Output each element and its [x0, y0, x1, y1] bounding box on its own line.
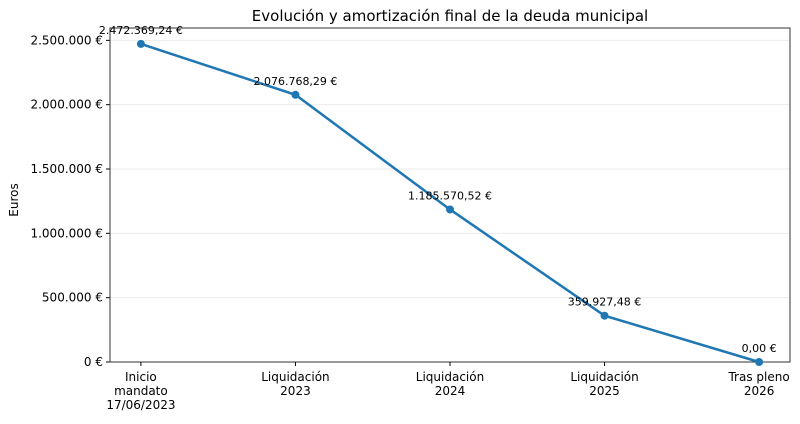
x-tick-label-line: 2023: [280, 384, 311, 398]
data-point: [446, 205, 454, 214]
x-tick-label-line: 2025: [589, 384, 620, 398]
y-tick-label: 2.500.000 €: [30, 33, 103, 47]
data-label: 0,00 €: [742, 342, 777, 355]
x-tick-label-line: 17/06/2023: [106, 398, 175, 412]
data-point: [291, 90, 300, 99]
x-tick-label: Liquidación 2023: [261, 370, 329, 398]
x-tick-label-line: Liquidación: [261, 370, 329, 384]
y-tick-label: 1.500.000 €: [30, 162, 103, 176]
data-label: 1.185.570,52 €: [408, 189, 492, 202]
data-label: 359.927,48 €: [568, 296, 641, 309]
x-tick-label-line: mandato: [114, 384, 168, 398]
x-tick-label-line: Liquidación: [570, 370, 638, 384]
x-tick-label-line: Liquidación: [416, 370, 484, 384]
x-tick-label: Inicio mandato 17/06/2023: [106, 370, 175, 412]
debt-series-line: [140, 42, 760, 364]
data-label: 2.472.369,24 €: [99, 24, 183, 37]
data-label: 2.076.768,29 €: [253, 75, 337, 88]
y-axis-label: Euros: [7, 183, 21, 216]
data-point: [600, 311, 609, 320]
x-tick-label-line: 2024: [435, 384, 466, 398]
y-tick-label: 0 €: [84, 355, 103, 369]
y-tick-label: 2.000.000 €: [30, 98, 103, 112]
x-tick-label: Liquidación 2024: [416, 370, 484, 398]
x-tick-label: Liquidación 2025: [570, 370, 638, 398]
x-tick-label-line: Inicio: [125, 370, 157, 384]
x-tick-label-line: Tras pleno: [727, 370, 789, 384]
data-point: [136, 39, 145, 48]
y-tick-label: 1.000.000 €: [30, 226, 103, 240]
x-tick-label: Tras pleno 2026: [727, 370, 789, 398]
data-point: [755, 358, 764, 366]
y-tick-label: 500.000 €: [42, 291, 103, 305]
x-tick-label-line: 2026: [744, 384, 775, 398]
chart-title: Evolución y amortización final de la deu…: [252, 7, 648, 25]
